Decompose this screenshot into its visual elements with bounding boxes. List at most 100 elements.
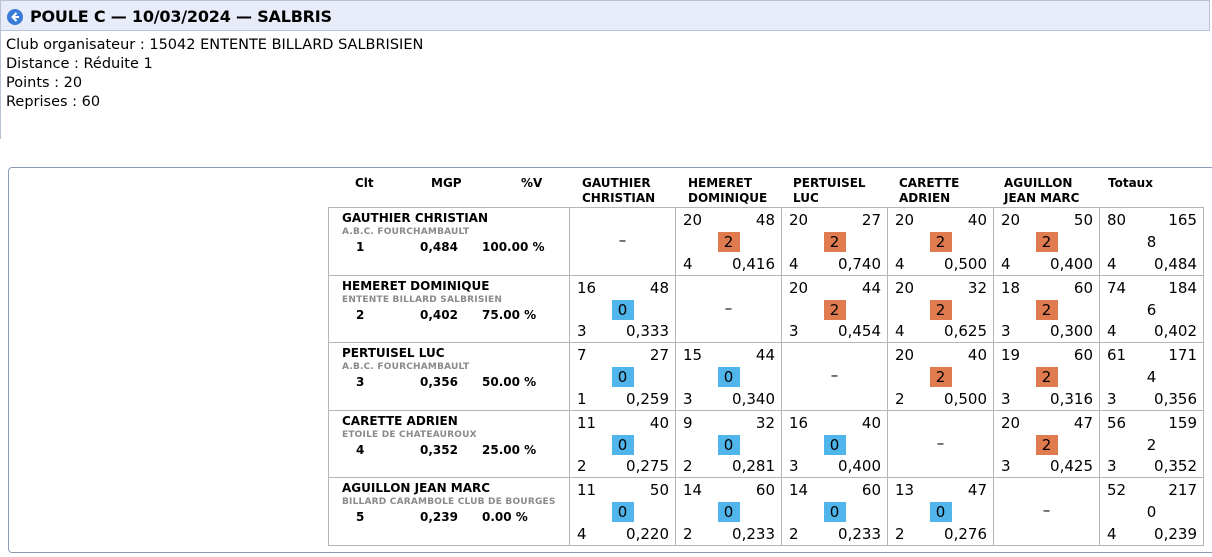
total-average: 0,356 — [1154, 389, 1197, 408]
match-reprises: 2 — [895, 525, 905, 543]
match-distance: 60 — [755, 481, 775, 500]
player-rank: 2 — [356, 307, 365, 322]
total-average: 0,484 — [1154, 254, 1197, 273]
match-reprises: 4 — [683, 254, 693, 273]
self-match-marker: – — [830, 366, 839, 385]
points: Points : 20 — [6, 75, 83, 91]
match-points-badge: 0 — [611, 367, 634, 388]
match-cell: 14 60 0 2 0,233 — [781, 477, 888, 546]
player-cell: GAUTHIER CHRISTIAN A.B.C. FOURCHAMBAULT 1 0… — [328, 207, 570, 276]
self-match-marker: – — [724, 298, 733, 317]
match-cell: 20 27 2 4 0,740 — [781, 207, 888, 276]
match-points-badge: 2 — [929, 232, 952, 252]
match-cell: 20 48 2 4 0,416 — [675, 207, 782, 276]
match-points: 11 — [577, 481, 597, 500]
header-opponent-line: AGUILLON — [1004, 176, 1073, 190]
match-cell: 20 44 2 3 0,454 — [781, 274, 888, 344]
player-club: A.B.C. FOURCHAMBAULT — [342, 227, 470, 237]
match-points: 14 — [789, 481, 809, 500]
header-opponent-line: CHRISTIAN — [582, 191, 656, 205]
match-points: 20 — [895, 346, 915, 365]
match-distance: 40 — [967, 346, 987, 365]
match-distance: 60 — [861, 481, 881, 500]
player-win-pct: 25.00 % — [482, 442, 537, 457]
frame-border — [0, 31, 1, 139]
total-average: 0,402 — [1154, 322, 1197, 341]
match-cell: 18 60 2 3 0,300 — [993, 274, 1100, 344]
total-match-points: 8 — [1146, 233, 1157, 251]
match-reprises: 4 — [789, 254, 799, 273]
player-win-pct: 50.00 % — [482, 375, 537, 390]
totals-cell: 80 165 8 4 0,484 — [1099, 207, 1204, 276]
header-opponent-line: PERTUISEL — [793, 176, 866, 190]
match-points: 20 — [789, 211, 809, 229]
match-points: 20 — [683, 211, 703, 229]
match-reprises: 3 — [789, 322, 799, 341]
match-points-badge: 0 — [611, 502, 634, 523]
player-rank: 4 — [356, 442, 365, 457]
table-row: HEMERET DOMINIQUE ENTENTE BILLARD SALBRIS… — [328, 274, 1204, 344]
header-opponent-line: HEMERET — [688, 176, 753, 190]
total-match-points: 6 — [1146, 300, 1157, 319]
match-reprises: 3 — [1001, 389, 1011, 408]
match-average: 0,233 — [732, 525, 775, 543]
match-distance: 32 — [755, 413, 775, 432]
total-distance: 217 — [1168, 481, 1197, 500]
reprises: Reprises : 60 — [6, 94, 101, 110]
match-distance: 47 — [967, 481, 987, 500]
player-cell: HEMERET DOMINIQUE ENTENTE BILLARD SALBRIS… — [328, 274, 570, 344]
totals-cell: 74 184 6 4 0,402 — [1099, 274, 1204, 344]
total-reprises: 3 — [1107, 389, 1117, 408]
player-name: CARETTE ADRIEN — [342, 413, 458, 428]
match-cell: 14 60 0 2 0,233 — [675, 477, 782, 546]
match-reprises: 3 — [577, 322, 587, 341]
player-mgp: 0,402 — [420, 307, 458, 322]
match-distance: 50 — [649, 481, 669, 500]
match-points-badge: 2 — [1035, 232, 1058, 252]
header-opponent: GAUTHIER CHRISTIAN — [582, 176, 655, 206]
self-match-cell: – — [993, 477, 1100, 546]
total-points: 52 — [1107, 481, 1127, 500]
match-cell: 15 44 0 3 0,340 — [675, 342, 782, 411]
match-points: 11 — [577, 413, 597, 432]
match-points: 16 — [577, 278, 597, 297]
match-average: 0,400 — [838, 457, 881, 476]
player-mgp: 0,352 — [420, 442, 458, 457]
match-reprises: 1 — [577, 389, 587, 408]
match-cell: 19 60 2 3 0,316 — [993, 342, 1100, 411]
match-reprises: 3 — [1001, 322, 1011, 341]
match-distance: 60 — [1073, 346, 1093, 365]
match-points: 14 — [683, 481, 703, 500]
match-average: 0,340 — [732, 389, 775, 408]
match-average: 0,281 — [732, 457, 775, 476]
header-opponent: AGUILLON JEAN MARC — [1004, 176, 1079, 206]
match-cell: 16 48 0 3 0,333 — [569, 274, 676, 344]
match-points-badge: 2 — [1035, 434, 1058, 455]
match-points-badge: 2 — [1035, 299, 1058, 320]
match-cell: 11 50 0 4 0,220 — [569, 477, 676, 546]
total-reprises: 3 — [1107, 457, 1117, 476]
header-pct: %V — [521, 176, 543, 190]
player-mgp: 0,484 — [420, 240, 458, 254]
table-row: PERTUISEL LUC A.B.C. FOURCHAMBAULT 3 0,356 5… — [328, 342, 1204, 411]
match-points-badge: 0 — [823, 434, 846, 455]
arrow-left-circle-icon[interactable] — [7, 9, 23, 25]
match-cell: 20 32 2 4 0,625 — [887, 274, 994, 344]
total-distance: 165 — [1168, 211, 1197, 229]
self-match-marker: – — [618, 231, 627, 249]
match-points: 13 — [895, 481, 915, 500]
match-distance: 32 — [967, 278, 987, 297]
self-match-marker: – — [936, 433, 945, 452]
results-panel — [8, 167, 1212, 553]
match-average: 0,220 — [626, 525, 669, 543]
distance: Distance : Réduite 1 — [6, 56, 153, 72]
match-average: 0,500 — [944, 389, 987, 408]
match-average: 0,625 — [944, 322, 987, 341]
match-points-badge: 2 — [929, 299, 952, 320]
match-points-badge: 0 — [929, 502, 952, 523]
match-points: 18 — [1001, 278, 1021, 297]
total-distance: 171 — [1168, 346, 1197, 365]
match-points: 20 — [1001, 211, 1021, 229]
header-opponent: PERTUISEL LUC — [793, 176, 866, 206]
match-points-badge: 2 — [717, 232, 740, 252]
